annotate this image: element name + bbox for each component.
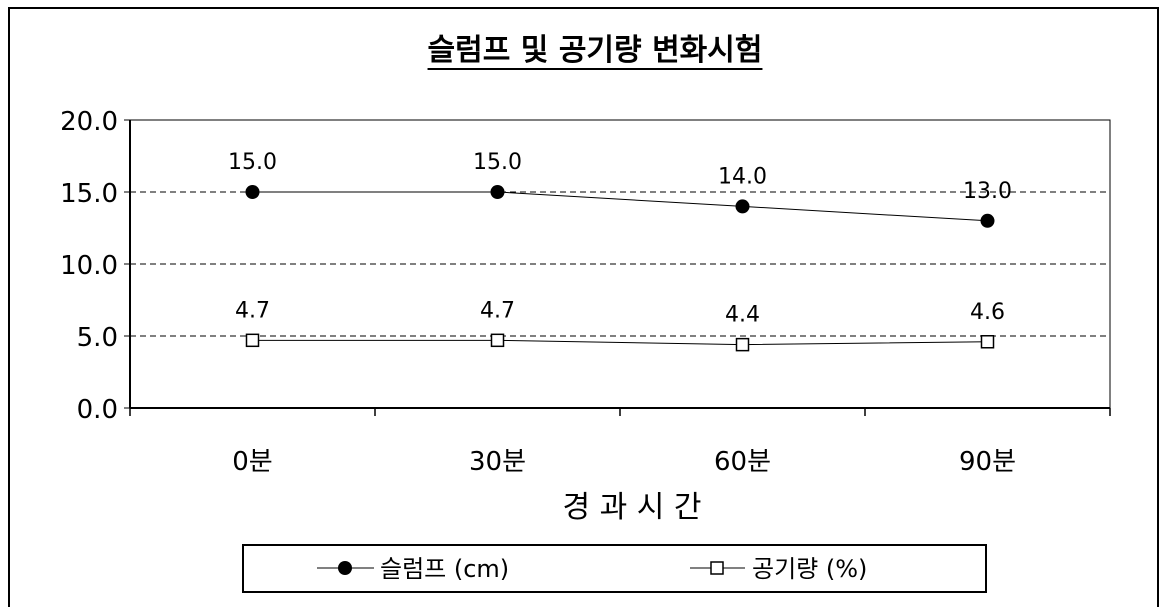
data-point-air [490,333,505,348]
legend-air-marker-icon [710,561,724,575]
legend-slump-marker-icon [338,561,352,575]
data-labels: 15.0 15.0 14.0 13.0 4.7 4.7 4.4 4.6 [228,150,1012,328]
data-label-air: 4.4 [725,303,760,328]
series-line-air [252,339,988,346]
data-point-slump [980,213,995,228]
x-category-label: 0분 [232,447,272,477]
data-label-slump: 15.0 [228,150,277,175]
y-tick-label: 10.0 [60,251,118,281]
legend-slump-label: 슬럼프 (cm) [380,555,509,583]
data-point-slump [490,185,505,199]
x-category-label: 90분 [959,447,1016,477]
x-category-label: 60분 [714,447,771,477]
legend-item-slump: 슬럼프 (cm) [317,555,509,583]
legend-air-label: 공기량 (%) [752,555,867,583]
data-label-air: 4.7 [235,298,270,323]
data-point-air [735,337,750,352]
data-point-air [245,333,260,348]
data-label-slump: 15.0 [473,150,522,175]
legend-item-air: 공기량 (%) [690,555,867,583]
data-point-air [980,335,995,349]
data-point-slump [735,199,750,214]
axes: 0.0 5.0 10.0 15.0 20.0 0분 30분 60분 90분 [60,107,1111,477]
series-line-slump [252,191,988,222]
data-label-slump: 14.0 [718,164,767,189]
chart-title: 슬럼프 및 공기량 변화시험 [428,33,763,68]
y-tick-label: 0.0 [77,395,118,425]
x-axis-title: 경 과 시 간 [562,490,701,525]
data-label-slump: 13.0 [963,179,1012,204]
data-point-slump [245,185,260,199]
legend: 슬럼프 (cm) 공기량 (%) [242,544,987,593]
y-tick-label: 20.0 [60,107,118,137]
data-label-air: 4.6 [970,300,1005,325]
x-category-label: 30분 [469,447,526,477]
series-layer [245,185,995,352]
y-tick-label: 5.0 [77,323,118,353]
data-label-air: 4.7 [480,298,515,323]
y-tick-label: 15.0 [60,179,118,209]
